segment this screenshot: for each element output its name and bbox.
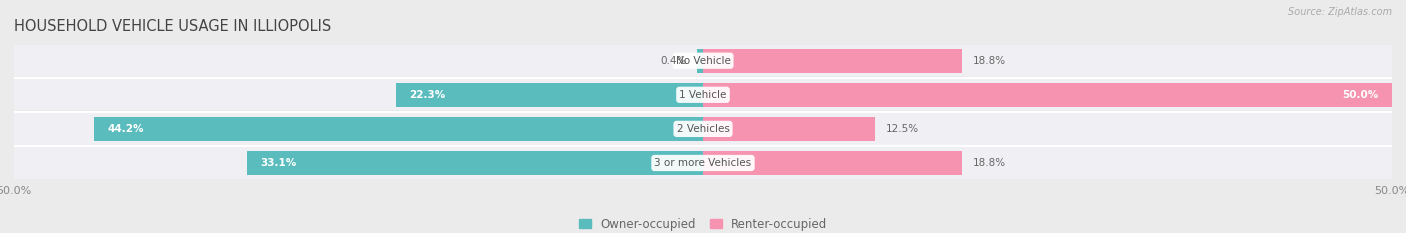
Text: 22.3%: 22.3% xyxy=(409,90,446,100)
Legend: Owner-occupied, Renter-occupied: Owner-occupied, Renter-occupied xyxy=(574,213,832,233)
Bar xyxy=(697,49,703,73)
Bar xyxy=(703,49,962,73)
Bar xyxy=(395,83,703,107)
Text: Source: ZipAtlas.com: Source: ZipAtlas.com xyxy=(1288,7,1392,17)
Text: 0.4%: 0.4% xyxy=(659,56,686,66)
Text: 33.1%: 33.1% xyxy=(260,158,297,168)
Text: No Vehicle: No Vehicle xyxy=(675,56,731,66)
Text: 1 Vehicle: 1 Vehicle xyxy=(679,90,727,100)
Bar xyxy=(703,151,962,175)
Text: 2 Vehicles: 2 Vehicles xyxy=(676,124,730,134)
Bar xyxy=(14,79,1392,110)
Bar xyxy=(14,147,1392,179)
Text: 44.2%: 44.2% xyxy=(108,124,145,134)
Bar xyxy=(14,45,1392,76)
Bar xyxy=(703,83,1392,107)
Bar xyxy=(14,113,1392,144)
Bar xyxy=(703,117,875,141)
Bar xyxy=(94,117,703,141)
Text: HOUSEHOLD VEHICLE USAGE IN ILLIOPOLIS: HOUSEHOLD VEHICLE USAGE IN ILLIOPOLIS xyxy=(14,19,332,34)
Bar xyxy=(247,151,703,175)
Text: 12.5%: 12.5% xyxy=(886,124,920,134)
Text: 18.8%: 18.8% xyxy=(973,158,1007,168)
Text: 18.8%: 18.8% xyxy=(973,56,1007,66)
Text: 50.0%: 50.0% xyxy=(1341,90,1378,100)
Text: 3 or more Vehicles: 3 or more Vehicles xyxy=(654,158,752,168)
